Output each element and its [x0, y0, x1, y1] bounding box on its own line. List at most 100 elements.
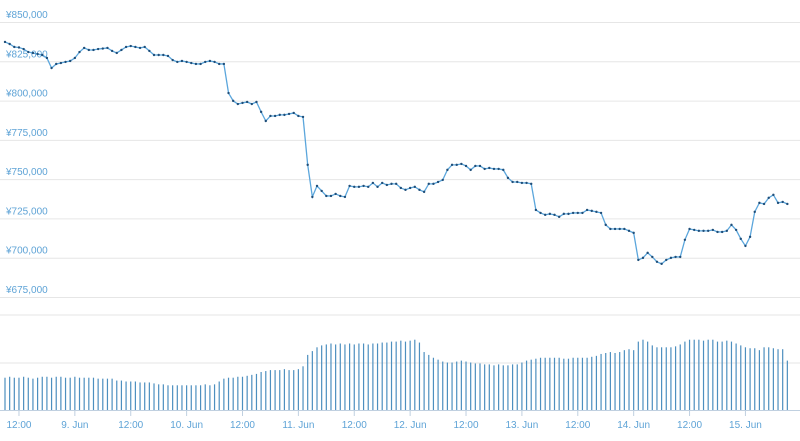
- volume-bar: [414, 339, 416, 410]
- volume-bar: [651, 345, 653, 410]
- volume-bar: [227, 377, 230, 410]
- x-tick-label: 14. Jun: [617, 420, 650, 431]
- price-point: [693, 228, 696, 232]
- price-point: [315, 184, 319, 188]
- volume-bar: [581, 357, 584, 410]
- price-point: [595, 210, 598, 214]
- price-point: [753, 210, 756, 214]
- volume-bar: [386, 342, 388, 410]
- volume-bar: [316, 347, 318, 410]
- volume-bar: [647, 341, 649, 410]
- volume-bar: [772, 348, 774, 410]
- volume-bar: [511, 364, 514, 410]
- volume-bar: [46, 376, 48, 410]
- price-point: [353, 185, 356, 189]
- price-point: [390, 182, 393, 186]
- price-point: [394, 182, 398, 186]
- price-point: [166, 54, 170, 58]
- volume-bar: [167, 385, 169, 410]
- volume-bar: [353, 344, 355, 410]
- price-point: [245, 100, 249, 104]
- volume-bar: [735, 343, 737, 410]
- price-point: [702, 229, 705, 233]
- price-point: [283, 113, 286, 117]
- price-point: [348, 184, 351, 188]
- volume-bar: [470, 362, 472, 410]
- volume-bar: [265, 371, 267, 410]
- volume-bar: [661, 347, 663, 410]
- price-point: [748, 235, 752, 239]
- volume-bar: [530, 359, 532, 410]
- price-point: [706, 229, 710, 233]
- volume-bar: [605, 353, 607, 410]
- price-point: [320, 189, 323, 193]
- price-point: [492, 167, 496, 171]
- price-point: [22, 47, 25, 51]
- price-point: [264, 119, 267, 123]
- volume-bar: [232, 377, 234, 410]
- volume-bar: [702, 340, 705, 410]
- volume-bar: [479, 363, 481, 410]
- price-point: [599, 211, 603, 215]
- price-point: [176, 60, 179, 64]
- price-point: [641, 256, 645, 260]
- price-point: [455, 163, 458, 167]
- y-tick-label: ¥725,000: [5, 206, 48, 217]
- price-point: [152, 53, 156, 57]
- volume-bar: [502, 365, 504, 410]
- volume-bar: [437, 359, 439, 410]
- volume-bar: [106, 378, 109, 410]
- volume-bar: [465, 361, 467, 410]
- volume-bar: [74, 376, 76, 410]
- price-point: [199, 62, 202, 66]
- volume-bar: [744, 347, 747, 410]
- price-point: [767, 196, 770, 200]
- price-point: [259, 110, 263, 114]
- price-point: [539, 211, 542, 215]
- volume-bar: [591, 356, 593, 410]
- volume-bar: [786, 360, 788, 410]
- y-tick-label: ¥700,000: [5, 246, 48, 257]
- volume-bar: [162, 384, 164, 410]
- price-point: [36, 52, 39, 56]
- volume-bar: [688, 339, 691, 410]
- volume-bar: [116, 380, 118, 410]
- volume-bar: [13, 377, 15, 410]
- price-point: [432, 182, 435, 186]
- price-point: [651, 255, 654, 259]
- volume-bar: [656, 347, 658, 410]
- price-point: [297, 114, 300, 118]
- volume-bar: [213, 384, 216, 410]
- volume-bar: [223, 378, 225, 410]
- price-point: [534, 208, 538, 212]
- volume-bar: [460, 360, 462, 410]
- volume-bar: [302, 366, 304, 410]
- volume-bar: [339, 343, 341, 410]
- price-point: [483, 167, 486, 171]
- price-point: [590, 209, 593, 213]
- price-point: [138, 46, 142, 50]
- volume-bar: [199, 385, 202, 410]
- price-point: [343, 195, 347, 199]
- volume-bar: [768, 347, 770, 410]
- price-point: [311, 195, 314, 199]
- price-point: [301, 115, 305, 119]
- y-tick-label: ¥675,000: [5, 285, 48, 296]
- price-point: [64, 60, 67, 64]
- price-point: [399, 186, 403, 190]
- volume-bar: [535, 358, 537, 410]
- price-point: [646, 251, 649, 255]
- volume-bar: [18, 377, 20, 410]
- volume-bar: [740, 345, 742, 410]
- price-point: [576, 211, 579, 215]
- volume-bar: [400, 340, 402, 410]
- price-point: [623, 227, 626, 231]
- price-point: [278, 113, 281, 117]
- volume-bar: [679, 344, 681, 410]
- price-point: [655, 260, 659, 263]
- volume-bar: [260, 372, 262, 410]
- price-point: [376, 185, 379, 189]
- price-point: [418, 188, 421, 192]
- volume-bar: [665, 347, 667, 410]
- volume-bar: [577, 357, 579, 410]
